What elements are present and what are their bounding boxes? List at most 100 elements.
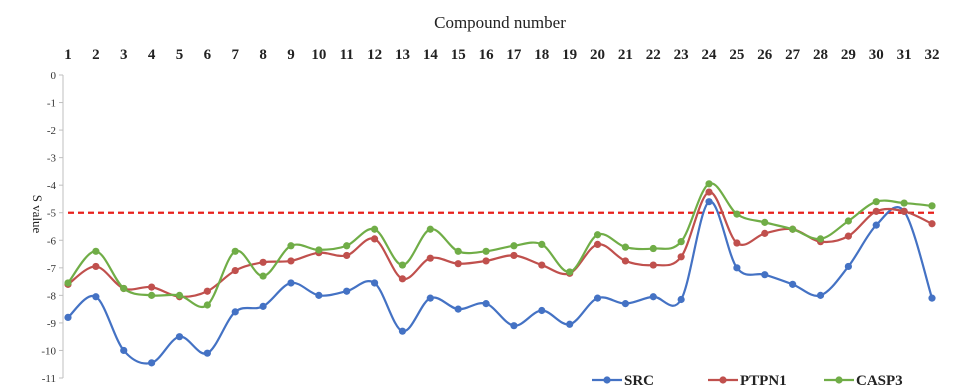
- data-point-casp3: [593, 231, 602, 239]
- data-point-casp3: [677, 238, 685, 246]
- data-point-casp3: [789, 225, 797, 233]
- legend-label-src: SRC: [624, 373, 654, 389]
- data-point-casp3: [426, 225, 434, 233]
- data-point-src: [120, 346, 128, 355]
- x-tick-label: 18: [534, 47, 549, 63]
- data-point-src: [315, 291, 323, 299]
- series-group: [64, 180, 936, 367]
- x-tick-label: 29: [841, 47, 856, 63]
- x-tick-label: 16: [479, 47, 495, 63]
- data-point-ptpn1: [426, 254, 434, 262]
- data-point-casp3: [733, 210, 741, 218]
- data-point-ptpn1: [733, 239, 741, 247]
- x-tick-label: 26: [757, 47, 773, 63]
- x-tick-label: 9: [287, 47, 295, 63]
- x-tick-label: 24: [702, 47, 718, 63]
- x-tick-label: 7: [231, 47, 239, 63]
- data-point-casp3: [621, 243, 630, 251]
- x-tick-label: 20: [590, 47, 605, 63]
- data-point-ptpn1: [593, 240, 602, 249]
- x-tick-label: 21: [618, 47, 633, 63]
- x-tick-label: 31: [897, 47, 912, 63]
- y-tick-label: -1: [47, 98, 56, 110]
- data-point-src: [789, 280, 797, 288]
- data-point-casp3: [370, 225, 379, 233]
- y-tick-label: -6: [47, 235, 57, 247]
- data-point-casp3: [120, 284, 128, 293]
- data-point-src: [566, 320, 574, 328]
- x-tick-label: 10: [311, 47, 326, 63]
- data-point-src: [816, 291, 825, 299]
- data-point-ptpn1: [677, 253, 685, 261]
- data-point-casp3: [538, 240, 546, 249]
- series-casp3: [64, 180, 936, 309]
- y-tick-label: -10: [41, 345, 56, 357]
- data-point-casp3: [872, 198, 880, 206]
- data-point-ptpn1: [398, 275, 407, 283]
- series-src: [64, 198, 936, 367]
- axes: 0-1-2-3-4-5-6-7-8-9-10-111 2 3 4 5 6 7 8 9 10 11 12…: [41, 47, 939, 385]
- x-tick-label: 25: [729, 47, 744, 63]
- data-point-casp3: [482, 247, 490, 255]
- data-point-src: [928, 294, 936, 302]
- data-point-casp3: [510, 242, 518, 250]
- data-point-ptpn1: [203, 287, 211, 295]
- data-point-ptpn1: [900, 207, 908, 215]
- data-point-src: [621, 300, 630, 308]
- data-point-src: [454, 305, 462, 313]
- data-point-src: [872, 221, 880, 229]
- data-point-ptpn1: [538, 261, 546, 269]
- series-line-casp3: [67, 182, 933, 308]
- series-line-src: [67, 200, 934, 365]
- data-point-src: [231, 308, 239, 316]
- x-tick-label: 15: [451, 47, 466, 63]
- data-point-casp3: [816, 235, 825, 243]
- data-point-casp3: [928, 202, 936, 210]
- y-axis-title: S value: [30, 195, 45, 234]
- y-tick-label: -5: [47, 208, 57, 220]
- data-point-ptpn1: [705, 188, 713, 196]
- legend-label-ptpn1: PTPN1: [740, 373, 787, 389]
- x-tick-label: 14: [423, 47, 439, 63]
- y-tick-label: -3: [47, 153, 57, 165]
- data-point-casp3: [761, 218, 769, 226]
- x-tick-label: 1: [64, 47, 72, 63]
- series-ptpn1: [64, 188, 936, 301]
- data-point-src: [593, 294, 602, 302]
- data-point-src: [64, 313, 72, 321]
- data-point-ptpn1: [287, 257, 295, 265]
- y-tick-label: -2: [47, 125, 56, 137]
- x-tick-label: 2: [92, 47, 100, 63]
- data-point-casp3: [844, 217, 852, 225]
- data-point-src: [677, 295, 685, 304]
- legend-marker-casp3: [835, 376, 843, 384]
- x-tick-label: 32: [925, 47, 940, 63]
- data-point-ptpn1: [510, 251, 518, 260]
- data-point-casp3: [454, 247, 462, 255]
- x-tick-label: 6: [204, 47, 212, 63]
- x-tick-label: 19: [562, 47, 577, 63]
- data-point-casp3: [231, 247, 239, 255]
- x-tick-label: 23: [674, 47, 689, 63]
- data-point-src: [538, 306, 546, 315]
- data-point-casp3: [315, 246, 323, 254]
- x-tick-label: 28: [813, 47, 828, 63]
- data-point-casp3: [649, 244, 657, 253]
- y-tick-label: 0: [51, 70, 57, 82]
- y-tick-label: -11: [42, 373, 56, 385]
- x-axis-title: Compound number: [434, 13, 566, 32]
- data-point-src: [649, 293, 657, 301]
- x-tick-label: 13: [395, 47, 410, 63]
- legend: SRC PTPN1 CASP3: [592, 373, 903, 389]
- data-point-ptpn1: [454, 260, 462, 268]
- data-point-src: [510, 322, 518, 330]
- data-point-src: [761, 271, 769, 279]
- data-point-ptpn1: [343, 251, 351, 260]
- data-point-src: [844, 262, 852, 271]
- x-tick-label: 17: [506, 47, 522, 63]
- y-tick-label: -8: [47, 290, 57, 302]
- data-point-src: [287, 279, 295, 287]
- legend-marker-src: [603, 376, 611, 384]
- data-point-ptpn1: [621, 257, 630, 265]
